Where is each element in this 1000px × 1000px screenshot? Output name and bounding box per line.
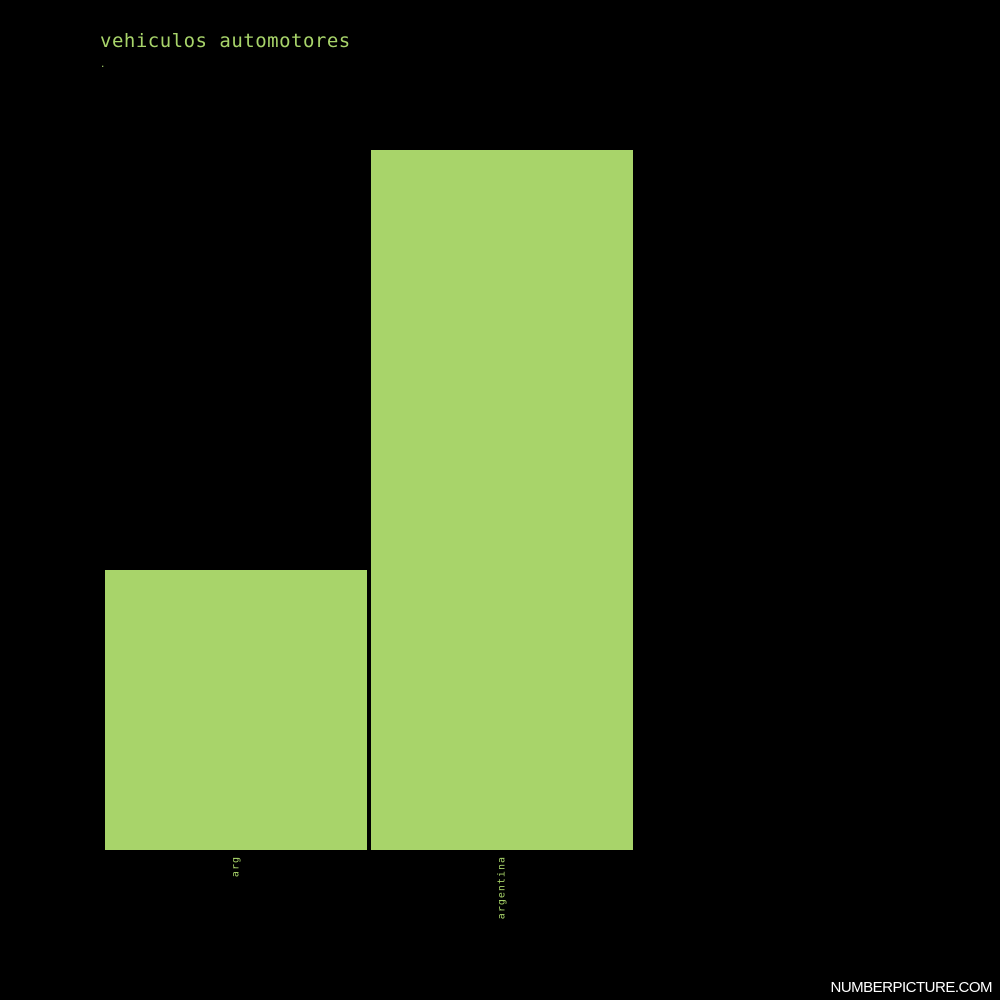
tick-label-arg: arg bbox=[231, 856, 242, 877]
chart-subtitle: . bbox=[100, 60, 106, 70]
bar-arg bbox=[105, 570, 367, 850]
bar-argentina bbox=[371, 150, 633, 850]
chart-title: vehiculos automotores bbox=[100, 30, 351, 52]
watermark-text: NUMBERPICTURE.COM bbox=[830, 979, 992, 996]
tick-label-argentina: argentina bbox=[497, 856, 508, 919]
